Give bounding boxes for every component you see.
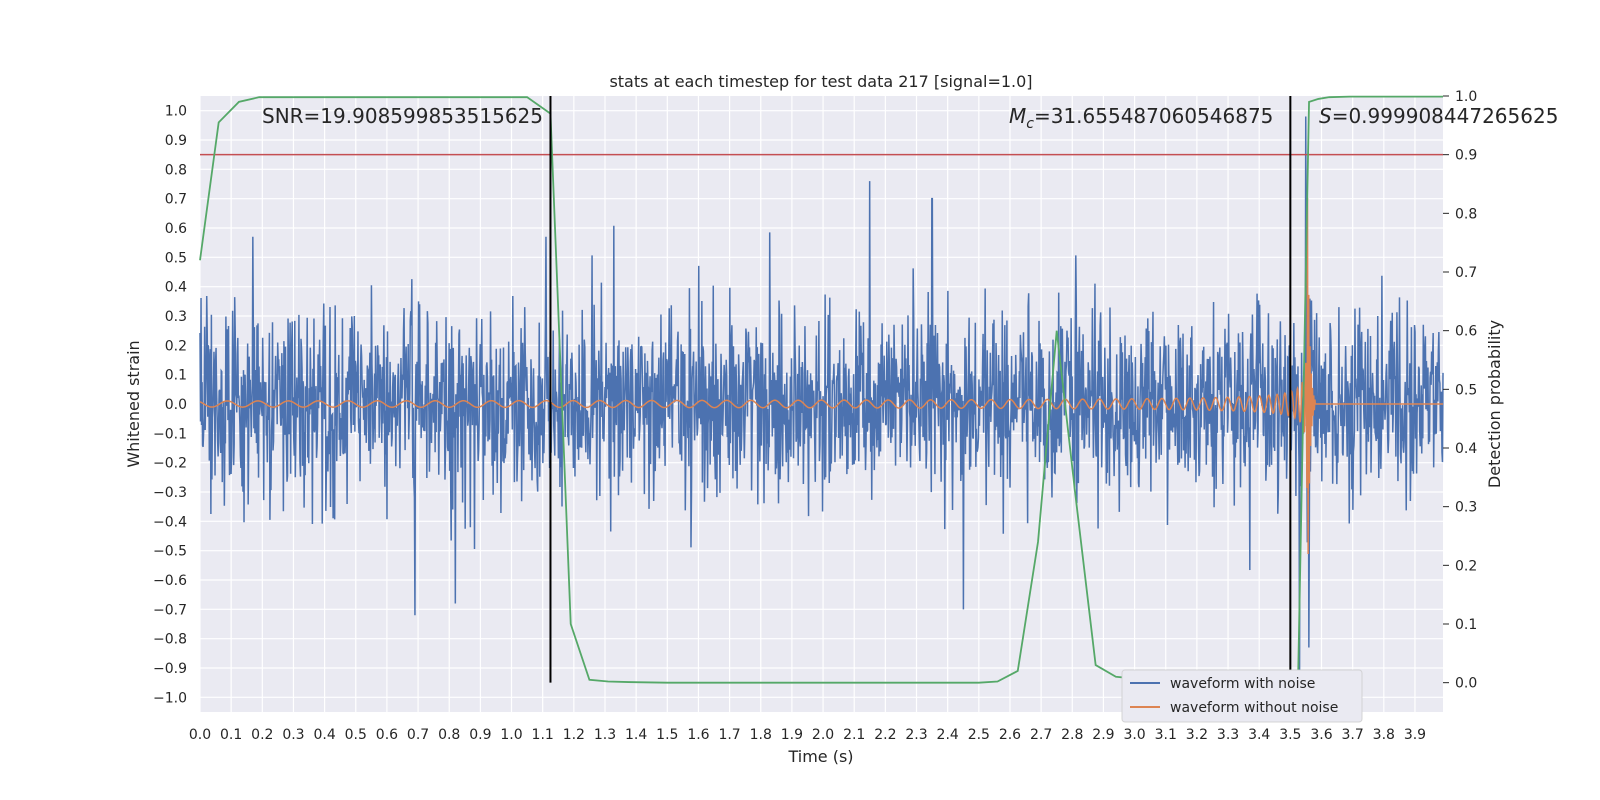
y2-tick-label: 0.9 (1455, 148, 1477, 164)
y-tick-label: 0.6 (165, 221, 187, 237)
y-axis-label: Whitened strain (124, 340, 143, 467)
y2-axis-label: Detection probability (1485, 320, 1504, 488)
score-value: =0.999908447265625 (1332, 104, 1559, 128)
series-layer (199, 116, 1444, 683)
x-tick-label: 2.7 (1030, 727, 1052, 743)
x-tick-label: 1.4 (625, 727, 647, 743)
chirp-mass-annotation: Mc=31.655487060546875 (1009, 104, 1273, 132)
y-tick-label: −0.8 (153, 632, 187, 648)
x-tick-label: 3.8 (1373, 727, 1395, 743)
x-tick-label: 2.4 (937, 727, 959, 743)
x-tick-label: 1.0 (500, 727, 522, 743)
x-tick-label: 0.6 (376, 727, 398, 743)
y2-tick-label: 0.7 (1455, 265, 1477, 281)
y-tick-label: −0.6 (153, 573, 187, 589)
x-tick-label: 2.5 (968, 727, 990, 743)
y2-tick-labels: 1.0 0.9 0.8 0.7 0.6 0.5 0.4 0.3 0.2 0.1 0.0 (1443, 89, 1477, 692)
series-line-detection-probability (199, 95, 1443, 684)
y2-tick-label: 0.0 (1455, 676, 1477, 692)
x-tick-label: 1.6 (687, 727, 709, 743)
x-tick-label: 0.9 (469, 727, 491, 743)
x-tick-label: 3.1 (1155, 727, 1177, 743)
x-tick-label: 2.8 (1061, 727, 1083, 743)
y-tick-label: 0.5 (165, 250, 187, 266)
y-tick-label: −0.1 (153, 426, 187, 442)
legend-label-clean: waveform without noise (1170, 700, 1338, 716)
legend: waveform with noise waveform without noi… (1121, 669, 1363, 723)
y-tick-label: −0.9 (153, 661, 187, 677)
x-tick-label: 1.2 (563, 727, 585, 743)
series-line-waveform-with-noise (199, 116, 1444, 683)
y-tick-label: 0.3 (165, 309, 187, 325)
chirp-mass-symbol: M (1009, 104, 1026, 128)
x-tick-label: 2.2 (874, 727, 896, 743)
y2-tick-label: 0.4 (1455, 441, 1477, 457)
y-tick-label: −0.7 (153, 602, 187, 618)
y-tick-label: 0.1 (165, 368, 187, 384)
x-tick-label: 3.6 (1310, 727, 1332, 743)
y-tick-label: −0.5 (153, 544, 187, 560)
x-tick-label: 0.3 (282, 727, 304, 743)
x-tick-label: 2.9 (1092, 727, 1114, 743)
y-tick-label: −1.0 (153, 690, 187, 706)
y-tick-label: 1.0 (165, 104, 187, 120)
y-tick-label: −0.2 (153, 456, 187, 472)
x-tick-label: 2.0 (812, 727, 834, 743)
x-tick-label: 2.1 (843, 727, 865, 743)
x-axis-label: Time (s) (787, 747, 853, 766)
x-tick-label: 3.3 (1217, 727, 1239, 743)
score-annotation: S=0.999908447265625 (1319, 104, 1558, 128)
x-tick-label: 0.8 (438, 727, 460, 743)
x-tick-label: 0.2 (251, 727, 273, 743)
y-tick-label: −0.3 (153, 485, 187, 501)
x-tick-label: 1.8 (750, 727, 772, 743)
y-tick-label: 0.0 (165, 397, 187, 413)
legend-box (1121, 669, 1363, 723)
x-tick-label: 3.7 (1342, 727, 1364, 743)
y-tick-label: 0.9 (165, 133, 187, 149)
chart-title: stats at each timestep for test data 217… (609, 72, 1032, 91)
score-symbol: S (1319, 104, 1332, 128)
x-tick-label: 3.0 (1123, 727, 1145, 743)
chirp-mass-value: =31.655487060546875 (1034, 104, 1273, 128)
x-tick-label: 3.4 (1248, 727, 1270, 743)
x-tick-label: 1.3 (594, 727, 616, 743)
x-tick-label: 3.5 (1279, 727, 1301, 743)
y-tick-label: 0.8 (165, 162, 187, 178)
x-tick-label: 0.7 (407, 727, 429, 743)
x-tick-label: 1.5 (656, 727, 678, 743)
x-tick-label: 1.1 (532, 727, 554, 743)
x-tick-label: 1.9 (781, 727, 803, 743)
x-tick-label: 0.1 (220, 727, 242, 743)
y-tick-labels: 1.0 0.9 0.8 0.7 0.6 0.5 0.4 0.3 0.2 0.1 0.0 −0.1 −0.… (153, 104, 187, 707)
y2-tick-label: 0.5 (1455, 382, 1477, 398)
y2-tick-label: 0.2 (1455, 558, 1477, 574)
y-tick-label: 0.4 (165, 280, 187, 296)
x-tick-label: 0.4 (313, 727, 335, 743)
x-tick-label: 2.6 (999, 727, 1021, 743)
x-tick-label: 0.5 (345, 727, 367, 743)
x-tick-labels: 0.0 0.1 0.2 0.3 0.4 0.5 0.6 0.7 0.8 0.9 1.0 1.1 1.2 1… (189, 727, 1426, 743)
y2-tick-label: 0.6 (1455, 324, 1477, 340)
y-tick-label: 0.7 (165, 192, 187, 208)
y-tick-label: 0.2 (165, 338, 187, 354)
x-tick-label: 1.7 (718, 727, 740, 743)
series-line-waveform-without-noise (199, 197, 1443, 554)
chirp-mass-subscript: c (1026, 116, 1034, 132)
reference-lines (199, 95, 1443, 684)
legend-label-noise: waveform with noise (1170, 676, 1315, 692)
y2-tick-label: 0.8 (1455, 206, 1477, 222)
y2-tick-label: 1.0 (1455, 89, 1477, 105)
x-tick-label: 2.3 (905, 727, 927, 743)
x-tick-label: 3.2 (1186, 727, 1208, 743)
y-tick-label: −0.4 (153, 514, 187, 530)
y2-tick-label: 0.1 (1455, 617, 1477, 633)
snr-annotation: SNR=19.908599853515625 (262, 104, 543, 128)
y2-tick-label: 0.3 (1455, 500, 1477, 516)
x-tick-label: 0.0 (189, 727, 211, 743)
x-tick-label: 3.9 (1404, 727, 1426, 743)
